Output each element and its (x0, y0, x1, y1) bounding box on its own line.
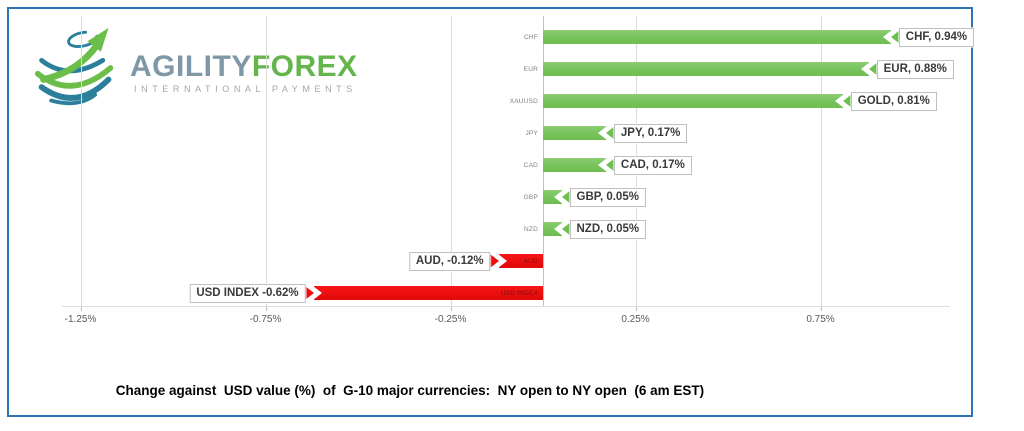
bar (304, 286, 543, 300)
callout-leader (605, 158, 615, 172)
category-label: NZD (524, 225, 538, 233)
x-tick-label: 0.25% (621, 314, 650, 325)
brand-wordmark: AGILITYFOREX (130, 50, 358, 84)
bar (543, 30, 900, 44)
gridline (820, 16, 822, 306)
callout-leader (561, 190, 571, 204)
bar (543, 190, 571, 204)
callout-leader (868, 62, 878, 76)
chart-caption: Change against USD value (%) of G-10 maj… (115, 383, 705, 398)
category-label: CHF (524, 33, 538, 41)
axis-tickmark (265, 306, 267, 311)
gridline (80, 16, 82, 306)
category-label: GBP (523, 193, 538, 201)
data-label: GBP, 0.05% (569, 188, 646, 207)
axis-tickmark (80, 306, 82, 311)
data-label: CAD, 0.17% (613, 156, 692, 175)
callout-notch (860, 62, 870, 76)
bar (543, 222, 571, 236)
x-tick-label: 0.75% (806, 314, 835, 325)
brand-agility: AGILITY (130, 50, 252, 83)
x-tick-label: -1.25% (64, 314, 97, 325)
callout-notch (597, 126, 607, 140)
gridline (265, 16, 267, 306)
callout-notch (553, 222, 563, 236)
gridline (450, 16, 452, 306)
x-tick-label: -0.25% (434, 314, 467, 325)
brand-tagline: INTERNATIONAL PAYMENTS (134, 84, 357, 94)
category-label: USD INDEX (500, 289, 538, 297)
category-label: JPY (525, 129, 538, 137)
data-label: USD INDEX -0.62% (189, 284, 306, 303)
data-label: CHF, 0.94% (898, 28, 975, 47)
bar (543, 158, 615, 172)
x-tick-label: -0.75% (249, 314, 282, 325)
x-axis-line (62, 306, 950, 307)
data-label: EUR, 0.88% (876, 60, 954, 79)
bar (489, 254, 543, 268)
axis-tickmark (450, 306, 452, 311)
bar (543, 126, 615, 140)
bar (543, 62, 878, 76)
callout-leader (304, 286, 314, 300)
callout-notch (312, 286, 322, 300)
category-label: CAD (523, 161, 538, 169)
brand-forex: FOREX (251, 50, 358, 83)
callout-leader (890, 30, 900, 44)
callout-leader (605, 126, 615, 140)
data-label: NZD, 0.05% (569, 220, 647, 239)
category-label: EUR (523, 65, 538, 73)
data-label: AUD, -0.12% (408, 252, 491, 271)
data-label: GOLD, 0.81% (850, 92, 937, 111)
category-label: AUD (523, 257, 538, 265)
callout-notch (834, 94, 844, 108)
axis-tickmark (635, 306, 637, 311)
category-label: XAUUSD (509, 97, 538, 105)
callout-notch (553, 190, 563, 204)
callout-leader (561, 222, 571, 236)
callout-notch (597, 158, 607, 172)
callout-leader (842, 94, 852, 108)
bar (543, 94, 852, 108)
callout-notch (497, 254, 507, 268)
data-label: JPY, 0.17% (613, 124, 688, 143)
axis-tickmark (820, 306, 822, 311)
callout-leader (489, 254, 499, 268)
callout-notch (882, 30, 892, 44)
